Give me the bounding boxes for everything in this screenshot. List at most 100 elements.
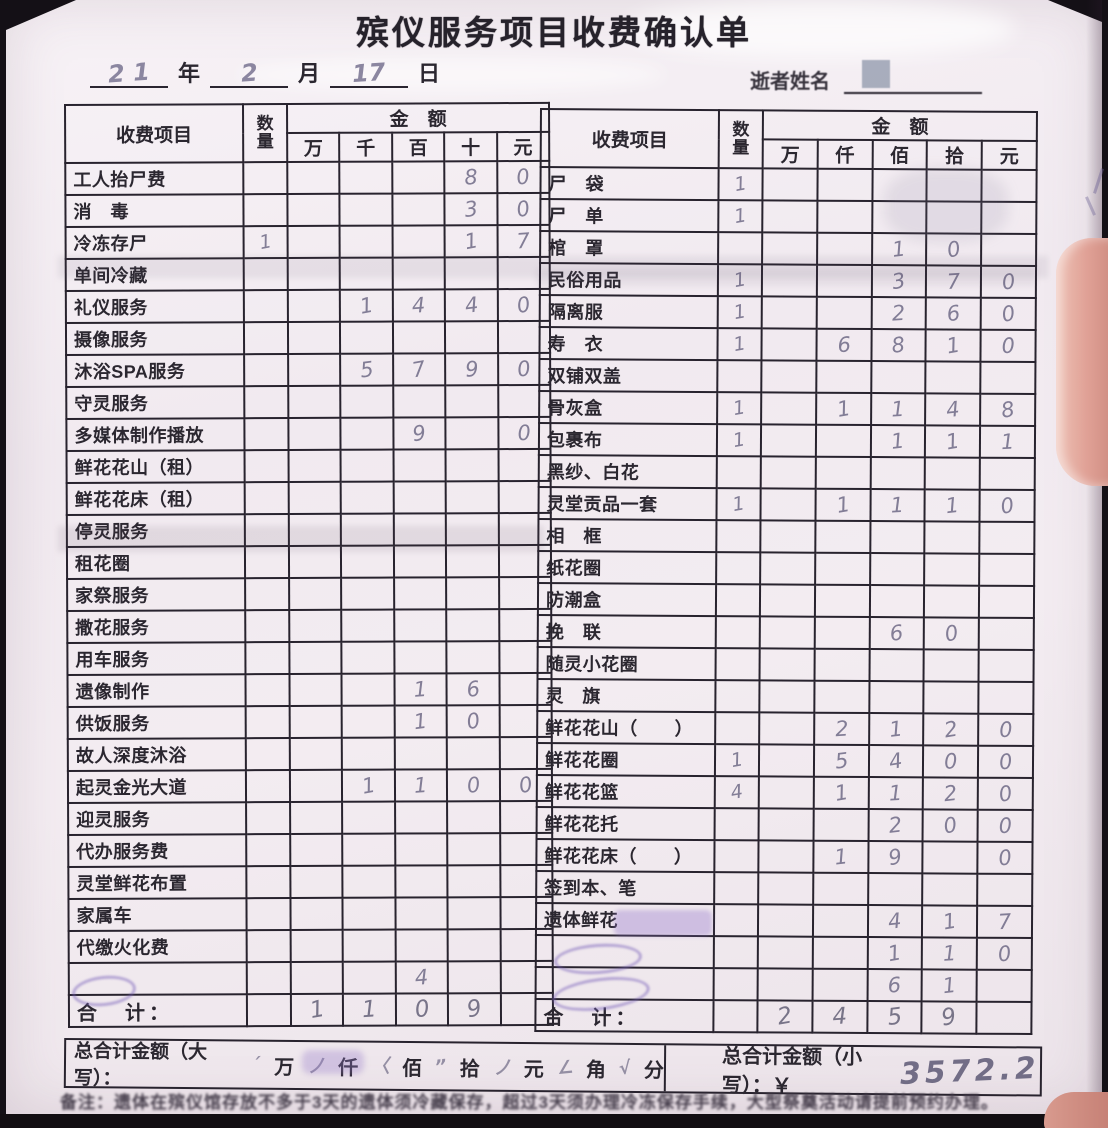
item-cell: 停灵服务 <box>66 514 245 547</box>
amount-cell <box>290 833 343 867</box>
amount-cell: 7 <box>977 905 1033 939</box>
amount-cell <box>757 936 813 969</box>
unit-header: 万 <box>287 132 340 163</box>
table-row: 家祭服务 <box>67 576 552 611</box>
amount-cell <box>757 968 813 1001</box>
amount-cell: 1 <box>343 993 396 1026</box>
amount-cell <box>447 961 501 994</box>
table-row: 鲜花花圈 1 5 4 0 0 <box>536 742 1034 779</box>
amount-handwriting: 0 <box>941 812 960 839</box>
amount-cell: 2 <box>813 712 869 746</box>
qty-cell <box>715 584 761 617</box>
qty-handwriting: 1 <box>731 428 747 453</box>
table-row: 挽 联 6 0 <box>537 614 1034 651</box>
amount-cell <box>814 552 870 586</box>
amount-cell <box>393 577 447 610</box>
amount-cell <box>340 385 394 418</box>
amount-handwriting: 1 <box>888 716 905 742</box>
amount-cell <box>446 609 499 642</box>
amount-cell <box>340 417 394 450</box>
amount-cell <box>976 969 1032 1003</box>
amount-cell <box>812 872 868 906</box>
grand-total-words-label: 总合计金额（大写）： <box>73 1041 208 1090</box>
table-row: 租花圈 <box>66 544 552 579</box>
qty-handwriting: 1 <box>731 396 747 421</box>
item-cell: 工人抬尸费 <box>65 162 244 195</box>
amount-cell: 1 <box>925 425 981 458</box>
item-cell: 冷冻存尸 <box>65 226 244 259</box>
amount-handwriting: 0 <box>999 300 1017 327</box>
table-row: 代缴火化费 <box>68 928 553 963</box>
table-row: 停灵服务 <box>66 512 551 547</box>
amount-cell <box>762 200 818 233</box>
column-header-item: 收费项目 <box>540 109 719 169</box>
table-row: 双铺双盖 <box>539 359 1036 395</box>
amount-cell <box>287 257 341 291</box>
amount-cell <box>392 161 445 194</box>
amount-cell <box>288 481 342 515</box>
unit-header: 十 <box>444 132 497 162</box>
amount-cell <box>392 193 445 226</box>
amount-cell <box>815 520 871 554</box>
item-cell: 代办服务费 <box>68 834 247 867</box>
amount-cell: 4 <box>395 961 449 994</box>
amount-cell: 0 <box>926 233 982 266</box>
year-label: 年 <box>178 61 201 86</box>
amount-cell: 7 <box>926 265 982 298</box>
amount-handwriting: 0 <box>1000 333 1016 359</box>
amount-cell <box>867 873 923 906</box>
amount-cell <box>444 257 498 290</box>
amount-cell <box>977 873 1033 907</box>
amount-cell <box>868 681 924 714</box>
table-row: 包裹布 1 1 1 1 <box>538 423 1036 459</box>
amount-cell <box>979 521 1035 555</box>
amount-cell: 6 <box>869 617 925 650</box>
amount-cell: 0 <box>923 745 979 778</box>
amount-cell <box>445 513 499 546</box>
amount-cell <box>342 929 396 962</box>
qty-cell <box>246 898 291 931</box>
amount-cell: 0 <box>976 937 1032 971</box>
qty-handwriting: 1 <box>730 492 747 517</box>
amount-cell <box>925 457 981 490</box>
qty-cell <box>713 904 759 937</box>
table-row: 灵堂贡品一套 1 1 1 1 0 <box>538 486 1035 523</box>
table-row: 鲜花花篮 4 1 1 2 0 <box>536 774 1033 811</box>
amount-cell <box>981 201 1037 235</box>
amount-cell: 4 <box>444 289 498 322</box>
amount-cell <box>394 833 448 866</box>
amount-handwriting: 1 <box>890 492 906 518</box>
table-row: 鲜花花山（ ） 2 1 2 0 <box>537 710 1034 747</box>
table-row: 单间冷藏 <box>65 256 550 291</box>
amount-cell <box>758 808 814 841</box>
amount-handwriting: 7 <box>410 356 428 383</box>
amount-handwriting: 1 <box>832 779 850 806</box>
amount-cell: 1 <box>815 488 871 522</box>
qty-cell <box>245 738 290 771</box>
amount-cell <box>869 649 925 682</box>
currency-unit-label: 万 <box>274 1056 295 1079</box>
column-header-amount: 金 额 <box>762 110 1037 142</box>
amount-handwriting: 7 <box>946 269 962 294</box>
amount-handwriting: 0 <box>514 195 532 222</box>
amount-cell <box>393 545 447 578</box>
amount-cell: 1 <box>815 392 871 426</box>
item-cell: 民俗用品 <box>539 263 719 297</box>
qty-cell <box>243 162 288 195</box>
amount-cell: 1 <box>922 905 978 938</box>
item-cell: 消 毒 <box>65 194 244 227</box>
amount-handwriting: 3 <box>890 268 908 295</box>
column-header-amount: 金 额 <box>287 102 550 134</box>
amount-cell <box>924 521 980 554</box>
amount-cell: 9 <box>448 993 501 1026</box>
amount-cell <box>926 201 982 234</box>
qty-cell <box>245 578 290 611</box>
qty-cell: 1 <box>716 424 762 457</box>
table-row: 相 框 <box>538 518 1035 555</box>
amount-handwriting: 0 <box>1000 269 1017 295</box>
amount-handwriting: 0 <box>514 164 532 190</box>
unit-header: 万 <box>762 139 818 169</box>
column-header-item: 收费项目 <box>65 104 244 163</box>
redaction-box <box>862 60 890 88</box>
